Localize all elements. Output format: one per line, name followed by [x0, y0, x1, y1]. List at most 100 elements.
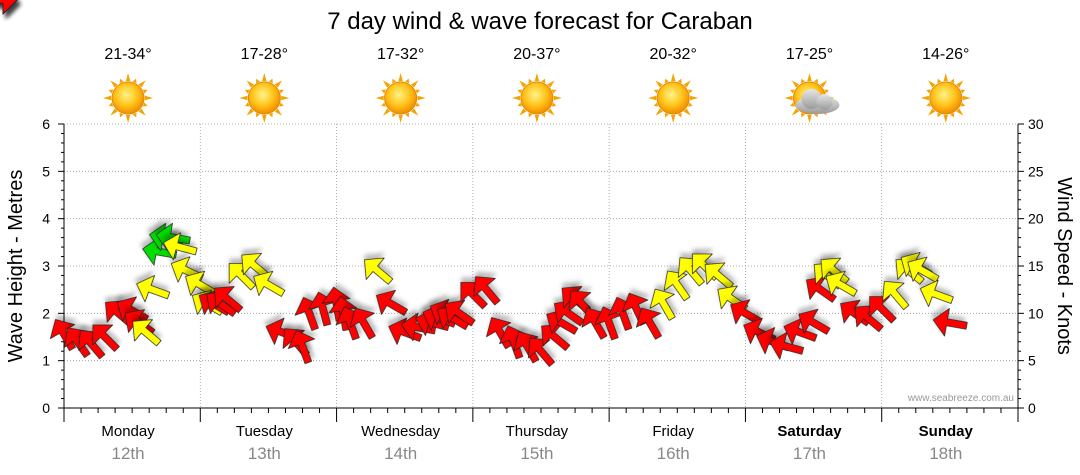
wind-arrow — [825, 270, 858, 297]
sun-ray — [392, 78, 397, 84]
wind-arrow — [287, 330, 316, 365]
wind-arrow-shape — [0, 0, 18, 15]
date-label: 14th — [384, 444, 417, 463]
wind-arrow-shape — [527, 337, 556, 367]
sun-ray — [819, 80, 828, 88]
sun-disc — [384, 81, 418, 115]
wind-arrow-shape — [136, 275, 171, 303]
sun-ray — [648, 95, 657, 101]
y-tick-label: 4 — [42, 211, 50, 227]
sun-rays — [375, 73, 426, 123]
sun-rays — [239, 73, 290, 123]
y-tick-label: 5 — [42, 163, 50, 179]
sun-ray — [246, 80, 254, 88]
sun-ray — [255, 112, 260, 118]
wind-arrow — [820, 257, 850, 285]
sun-ray — [943, 73, 948, 82]
wind-arrow-shape — [253, 270, 286, 297]
sun-ray — [807, 114, 812, 123]
sun-ray — [670, 73, 676, 82]
sun-ray — [110, 80, 118, 88]
sun-ray — [382, 80, 391, 88]
sun-ray — [551, 102, 557, 107]
wind-arrow-shape — [287, 330, 316, 365]
day-label: Monday — [101, 423, 155, 440]
sun-ray — [670, 114, 676, 123]
y-tick-label: 0 — [42, 400, 50, 416]
wind-arrow — [907, 256, 940, 283]
temperature-label: 17-32° — [377, 46, 424, 63]
y2-axis-label: Wind Speed - Knots — [1053, 177, 1075, 355]
y-tick-label: 6 — [42, 116, 50, 132]
sun-ray — [262, 114, 267, 123]
sun-ray — [517, 89, 523, 94]
sun-ray — [119, 112, 124, 118]
sun-ray — [928, 80, 936, 88]
sun-disc — [247, 81, 281, 115]
temperature-label: 14-26° — [922, 46, 969, 63]
sun-ray — [950, 78, 955, 84]
sun-ray — [144, 95, 154, 101]
sun-ray — [410, 108, 419, 116]
sun-ray — [926, 102, 932, 107]
date-label: 16th — [657, 444, 690, 463]
sun-ray — [956, 108, 964, 116]
sun-ray — [132, 78, 137, 84]
wind-arrow-shape — [635, 307, 662, 340]
sun-ray — [381, 89, 386, 94]
sun-ray — [279, 89, 284, 94]
sun-ray — [784, 95, 793, 101]
sun-ray — [138, 108, 146, 116]
grid-lines — [64, 123, 1018, 408]
day-label: Tuesday — [236, 423, 293, 440]
sun-ray — [553, 95, 562, 101]
sun-ray — [392, 112, 397, 118]
wind-arrow — [932, 308, 968, 337]
temperature-label: 17-28° — [241, 46, 288, 63]
sun-ray — [511, 95, 521, 101]
wind-arrow — [253, 270, 286, 297]
sun-ray — [142, 89, 148, 94]
y2-tick-label: 30 — [1028, 116, 1044, 132]
wind-arrow-shape — [214, 286, 244, 314]
sun-ray — [664, 78, 669, 84]
wind-arrow-shape — [444, 299, 476, 327]
sun-ray — [268, 78, 273, 84]
sun-ray — [246, 108, 254, 116]
wind-arrow-shape — [882, 280, 910, 311]
day-label: Sunday — [919, 423, 974, 440]
sun-ray — [398, 73, 403, 82]
wind-arrow — [527, 337, 556, 367]
temperature-label: 17-25° — [786, 46, 833, 63]
wind-arrow-shape — [473, 276, 501, 306]
wind-arrow — [882, 280, 910, 311]
sun-ray — [274, 108, 283, 116]
sun-ray — [108, 102, 114, 107]
sun-ray — [110, 108, 118, 116]
sun-ray — [928, 108, 936, 116]
sun-ray — [119, 78, 124, 84]
sun-ray — [138, 80, 146, 88]
wind-arrow — [364, 257, 394, 285]
sun-rays — [511, 73, 562, 123]
sun-ray — [943, 114, 948, 123]
cloud-icon — [795, 89, 840, 114]
sun-ray — [690, 95, 699, 101]
sun-disc — [656, 81, 690, 115]
chart-title: 7 day wind & wave forecast for Caraban — [327, 8, 753, 35]
sun-rays — [103, 73, 154, 123]
temperature-label: 20-37° — [513, 46, 560, 63]
y2-tick-label: 20 — [1028, 211, 1044, 227]
wind-arrow-shape — [401, 312, 437, 342]
sun-ray — [824, 89, 829, 94]
wind-arrow-shape — [869, 296, 897, 324]
day-label: Thursday — [506, 423, 569, 440]
y2-tick-label: 10 — [1028, 305, 1044, 321]
sun-ray — [125, 73, 131, 82]
wind-arrow-shape — [649, 288, 676, 321]
cloud-puff — [816, 94, 833, 110]
sunny-icon — [511, 73, 562, 123]
wind-arrow-shape — [820, 257, 850, 285]
sun-ray — [244, 102, 250, 107]
y-tick-label: 3 — [42, 258, 50, 274]
